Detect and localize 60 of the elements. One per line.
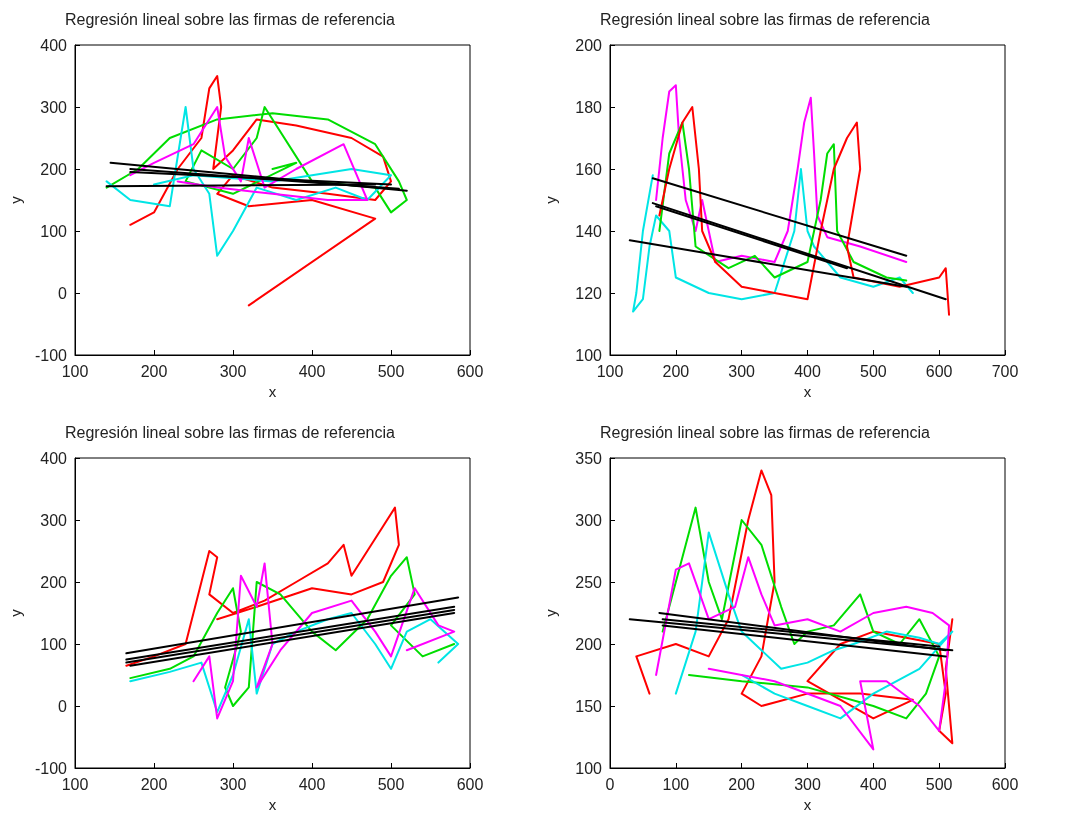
x-tick-label: 400 — [859, 775, 887, 793]
x-axis-title: x — [268, 795, 277, 813]
y-axis-title: y — [542, 195, 559, 204]
x-tick-label: 300 — [219, 775, 247, 793]
x-tick-label: 400 — [298, 775, 326, 793]
chart-title: Regresión lineal sobre las firmas de referencia — [65, 423, 396, 441]
y-tick-label: 100 — [575, 346, 603, 364]
y-tick-label: 200 — [40, 160, 68, 178]
x-tick-label: 200 — [728, 775, 756, 793]
y-tick-label: 100 — [40, 222, 68, 240]
x-tick-label: 300 — [728, 362, 756, 380]
x-tick-label: 300 — [219, 362, 247, 380]
y-tick-label: 120 — [575, 284, 603, 302]
x-tick-label: 100 — [662, 775, 690, 793]
x-tick-label: 500 — [925, 775, 953, 793]
y-tick-label: 140 — [575, 222, 603, 240]
y-tick-label: 0 — [58, 697, 68, 715]
x-axis-title: x — [803, 795, 812, 813]
chart-title: Regresión lineal sobre las firmas de referencia — [600, 10, 931, 28]
x-tick-label: 600 — [456, 362, 484, 380]
y-tick-label: 200 — [40, 573, 68, 591]
x-tick-label: 500 — [377, 362, 405, 380]
y-tick-label: 300 — [40, 98, 68, 116]
x-axis-title: x — [803, 382, 812, 400]
x-tick-label: 300 — [794, 775, 821, 793]
y-axis-title: y — [7, 608, 24, 617]
y-axis-title: y — [542, 608, 559, 617]
y-tick-label: 200 — [575, 635, 603, 653]
y-tick-label: 100 — [40, 635, 68, 653]
x-tick-label: 500 — [859, 362, 887, 380]
x-tick-label: 400 — [298, 362, 326, 380]
y-tick-label: 300 — [575, 511, 603, 529]
x-tick-label: 0 — [605, 775, 615, 793]
y-tick-label: -100 — [34, 346, 68, 364]
y-tick-label: 400 — [40, 449, 68, 467]
x-tick-label: 100 — [596, 362, 624, 380]
x-tick-label: 200 — [140, 775, 168, 793]
x-tick-label: 600 — [991, 775, 1019, 793]
y-tick-label: 200 — [575, 36, 603, 54]
y-axis-title: y — [7, 195, 24, 204]
x-tick-label: 200 — [662, 362, 690, 380]
y-tick-label: -100 — [34, 759, 68, 777]
x-tick-label: 200 — [140, 362, 168, 380]
y-tick-label: 250 — [575, 573, 603, 591]
y-tick-label: 180 — [575, 98, 603, 116]
x-axis-title: x — [268, 382, 277, 400]
x-tick-label: 400 — [794, 362, 821, 380]
y-tick-label: 400 — [40, 36, 68, 54]
y-tick-label: 0 — [58, 284, 68, 302]
x-tick-label: 700 — [991, 362, 1019, 380]
y-tick-label: 300 — [40, 511, 68, 529]
y-tick-label: 150 — [575, 697, 603, 715]
x-tick-label: 500 — [377, 775, 405, 793]
y-tick-label: 350 — [575, 449, 603, 467]
chart-title: Regresión lineal sobre las firmas de referencia — [600, 423, 931, 441]
x-tick-label: 600 — [925, 362, 953, 380]
y-tick-label: 100 — [575, 759, 603, 777]
y-tick-label: 160 — [575, 160, 603, 178]
x-tick-label: 600 — [456, 775, 484, 793]
chart-title: Regresión lineal sobre las firmas de referencia — [65, 10, 396, 28]
